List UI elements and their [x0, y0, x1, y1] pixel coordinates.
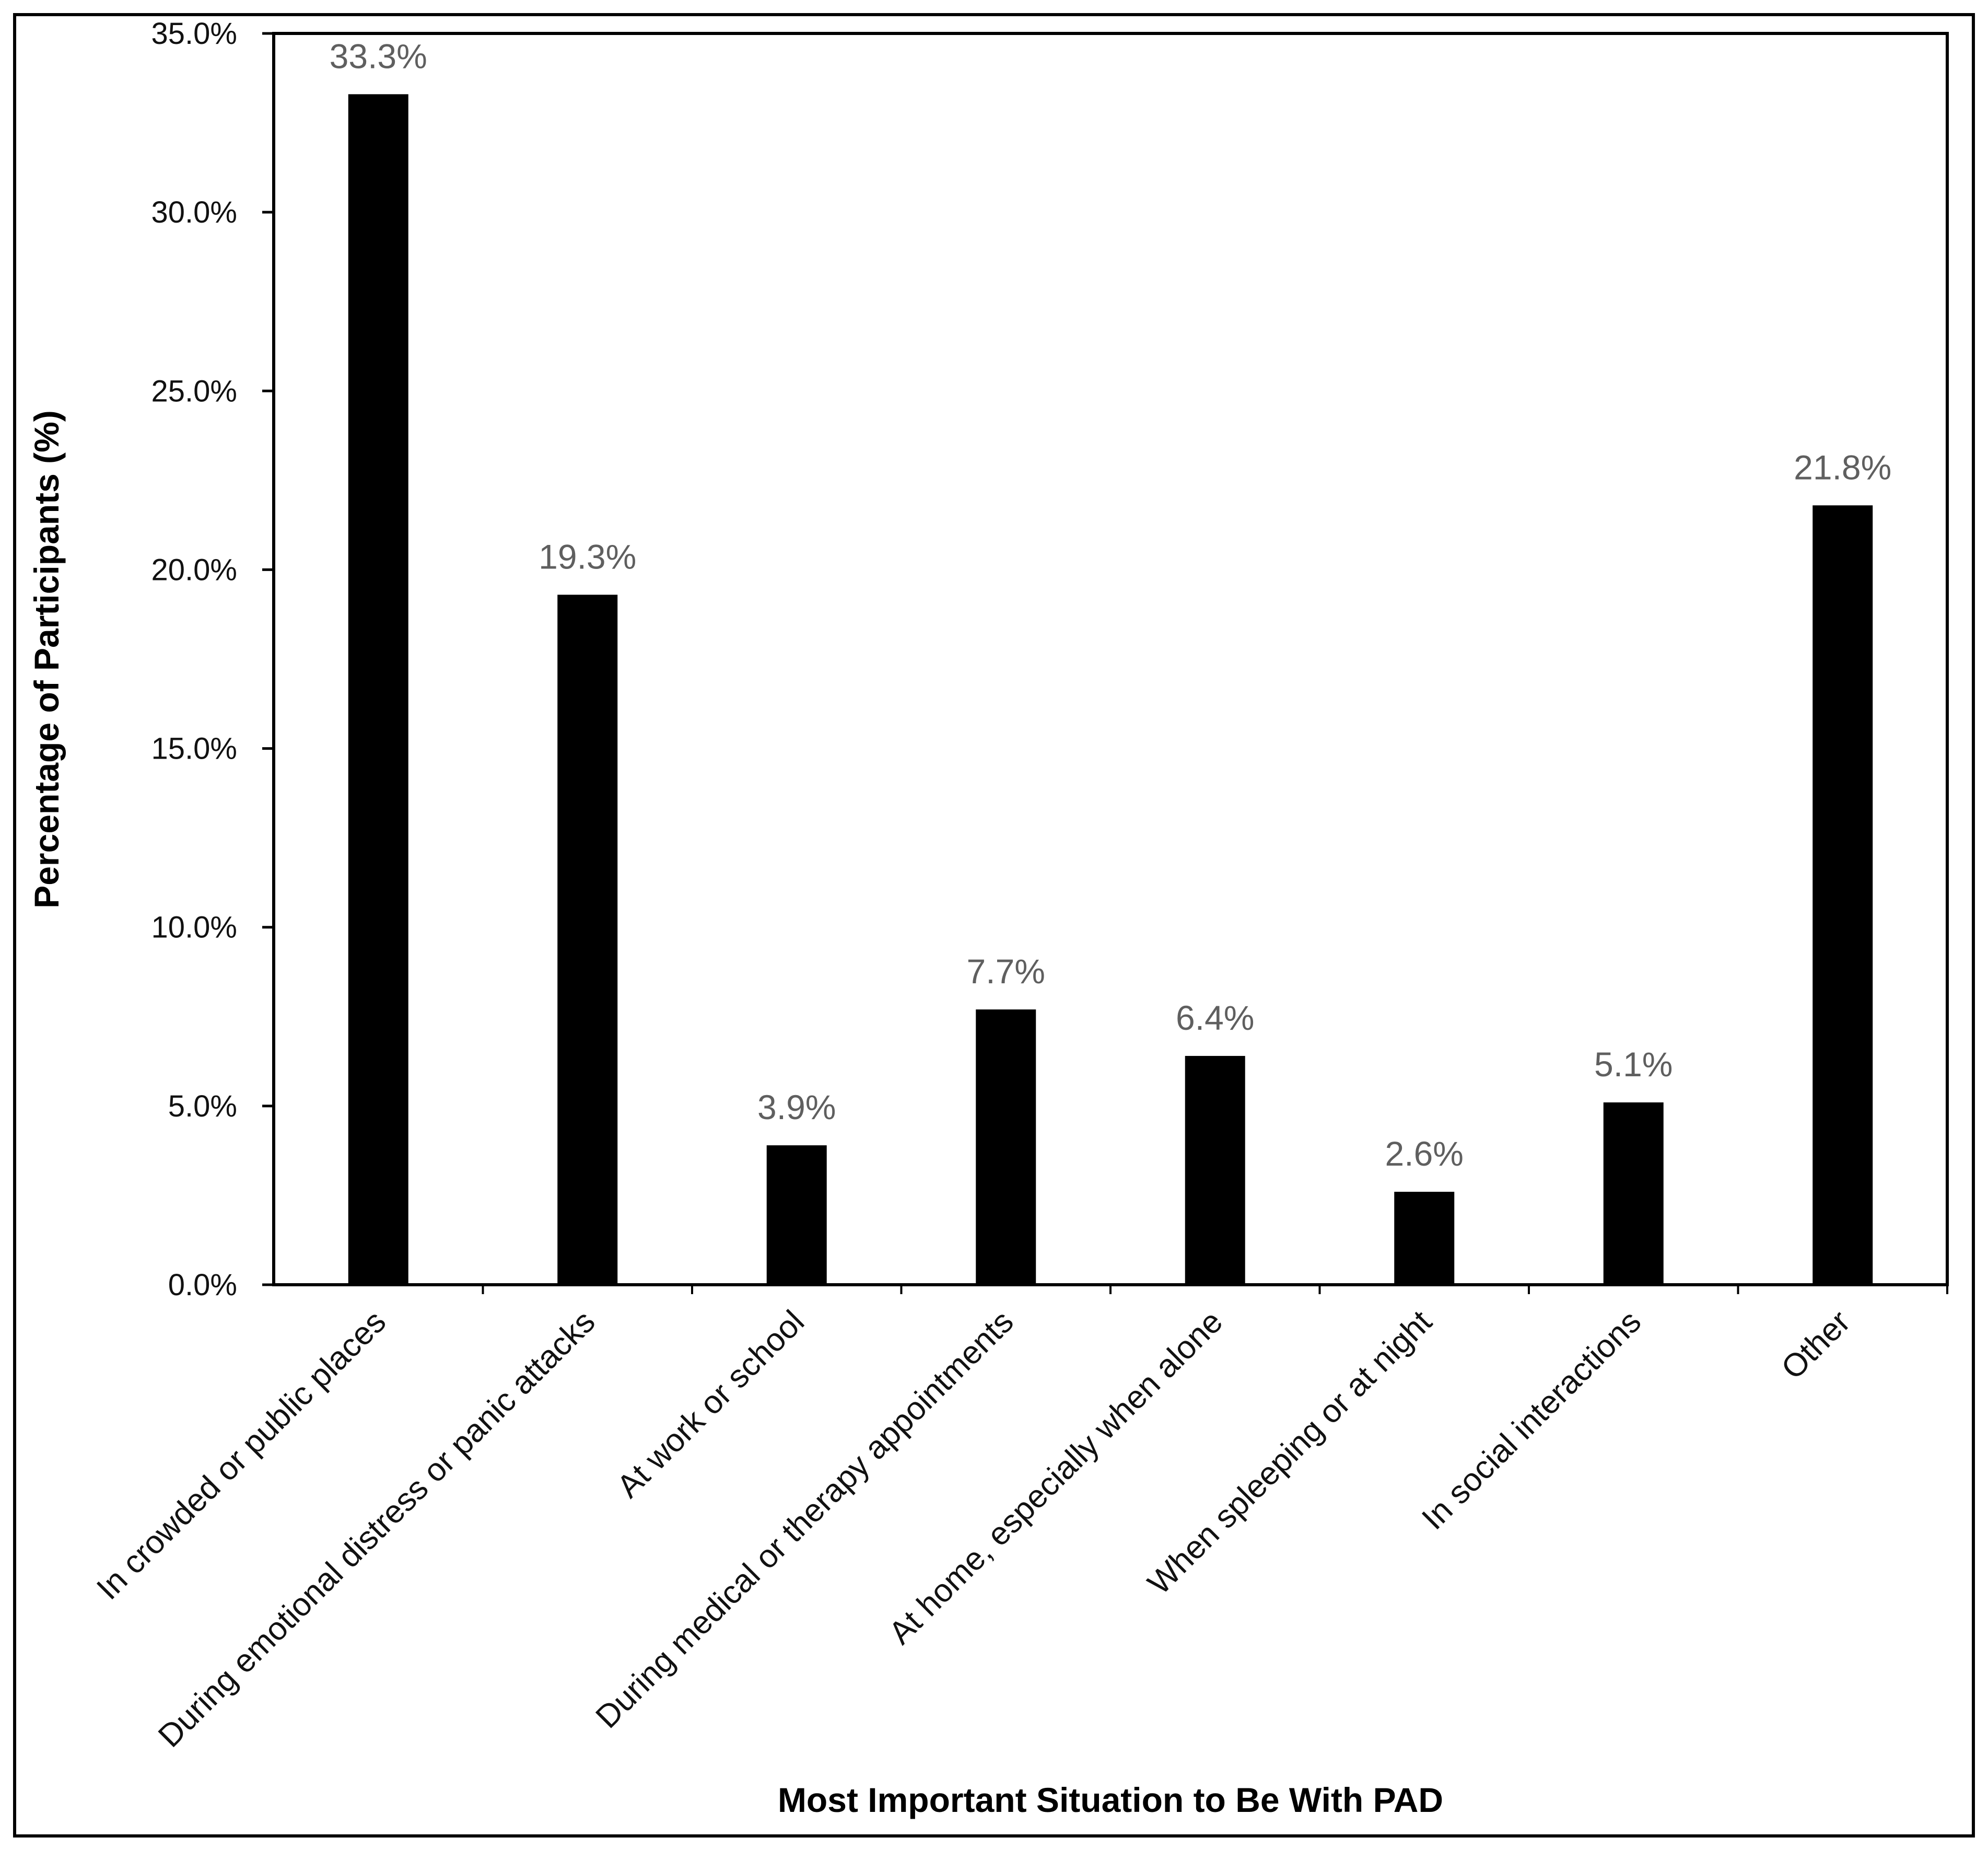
data-label: 33.3%: [330, 37, 427, 75]
plot-area: [272, 32, 1949, 1286]
y-axis-title: Percentage of Participants (%): [27, 410, 66, 909]
bar: [348, 94, 408, 1285]
data-label: 2.6%: [1385, 1134, 1464, 1173]
x-category-label: During emotional distress or panic attac…: [151, 1304, 602, 1754]
x-category-label: During medical or therapy appointments: [589, 1304, 1020, 1735]
x-category-label: In social interactions: [1415, 1304, 1648, 1537]
x-category-label: Other: [1774, 1304, 1857, 1386]
data-label: 5.1%: [1594, 1045, 1673, 1084]
y-tick-label: 20.0%: [151, 553, 237, 587]
data-label: 21.8%: [1794, 448, 1891, 486]
y-tick-label: 25.0%: [151, 374, 237, 408]
data-label: 7.7%: [967, 952, 1045, 991]
y-tick-label: 35.0%: [151, 17, 237, 51]
bar: [1185, 1056, 1245, 1285]
bar: [557, 595, 618, 1285]
data-labels: 33.3% 19.3% 3.9% 7.7% 6.4% 2.6% 5.1% 21.8%: [330, 37, 1892, 1173]
y-tick-label: 5.0%: [168, 1089, 237, 1123]
data-label: 6.4%: [1176, 998, 1254, 1037]
bar: [976, 1009, 1036, 1285]
figure-border: [13, 13, 1975, 1838]
bar: [1603, 1102, 1664, 1285]
y-tick-label: 0.0%: [168, 1268, 237, 1302]
bars: [348, 94, 1873, 1285]
bar: [1394, 1192, 1455, 1285]
x-category-label: At home, especially when alone: [882, 1304, 1230, 1651]
x-axis-title: Most Important Situation to Be With PAD: [778, 1781, 1443, 1819]
y-tick-label: 15.0%: [151, 732, 237, 766]
bar: [1812, 505, 1873, 1285]
x-category-label: At work or school: [610, 1304, 811, 1505]
y-tick-label: 10.0%: [151, 911, 237, 945]
y-axis-ticks: 0.0% 5.0% 10.0% 15.0% 20.0% 25.0% 30.0% 35.0%: [151, 17, 274, 1302]
data-label: 19.3%: [539, 537, 636, 576]
y-tick-label: 30.0%: [151, 195, 237, 229]
bar: [766, 1145, 827, 1285]
data-label: 3.9%: [757, 1088, 836, 1126]
